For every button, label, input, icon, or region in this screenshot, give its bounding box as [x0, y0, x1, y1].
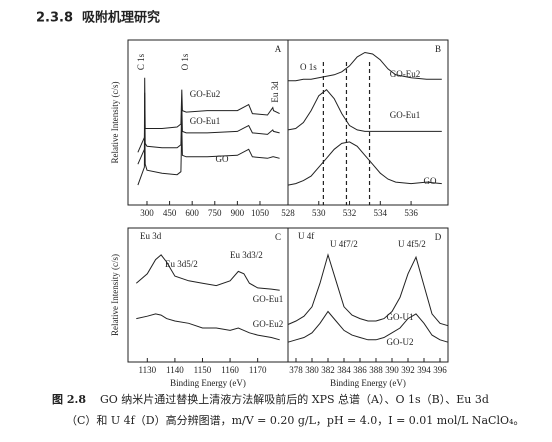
- x-tick-label: 900: [231, 208, 245, 218]
- x-tick-label: 390: [385, 365, 399, 375]
- series-label: GO-Eu2: [190, 89, 221, 99]
- series-label: GO-U1: [387, 312, 414, 322]
- panel-frame: [287, 227, 449, 363]
- series-label: GO-U2: [387, 337, 414, 347]
- spectrum-line: [135, 254, 280, 291]
- peak-annotation: C 1s: [136, 53, 146, 70]
- y-axis-label: Relative Intensity (c/s): [110, 254, 120, 336]
- x-tick-label: 1160: [221, 365, 239, 375]
- x-tick-label: 528: [281, 208, 295, 218]
- x-axis-label: Binding Energy (eV): [170, 378, 246, 388]
- section-title: 吸附机理研究: [82, 10, 160, 26]
- spectrum-line: [287, 141, 442, 186]
- series-label: GO-Eu2: [390, 69, 421, 79]
- peak-annotation: U 4f7/2: [330, 239, 358, 249]
- panel-letter: D: [435, 232, 442, 242]
- spectrum-line: [287, 253, 449, 327]
- x-tick-label: 534: [374, 208, 388, 218]
- peak-annotation: O 1s: [300, 62, 317, 72]
- x-tick-label: 450: [163, 208, 177, 218]
- spectrum-line: [137, 110, 280, 186]
- panel-letter: A: [275, 44, 282, 54]
- x-axis-label: Binding Energy (eV): [330, 378, 406, 388]
- x-tick-label: 1050: [251, 208, 270, 218]
- x-tick-label: 532: [343, 208, 357, 218]
- x-tick-label: 1150: [194, 365, 212, 375]
- x-tick-label: 1170: [249, 365, 267, 375]
- spectrum-line: [287, 89, 442, 132]
- panel-frame: [287, 39, 449, 206]
- x-tick-label: 386: [353, 365, 367, 375]
- x-tick-label: 380: [305, 365, 319, 375]
- spectrum-line: [136, 313, 280, 341]
- peak-annotation: O 1s: [180, 53, 190, 70]
- series-label: GO-Eu1: [190, 116, 221, 126]
- series-label: GO: [424, 176, 437, 186]
- x-tick-label: 1140: [166, 365, 184, 375]
- series-label: GO: [216, 154, 229, 164]
- caption-line: GO 纳米片通过替换上清液方法解吸前后的 XPS 总谱（A）、O 1s（B）、E…: [100, 392, 489, 406]
- x-tick-label: 388: [369, 365, 383, 375]
- y-axis-label: Relative Intensity (c/s): [110, 82, 120, 164]
- peak-annotation: Eu 3d3/2: [230, 250, 263, 260]
- x-tick-label: 392: [401, 365, 415, 375]
- x-tick-label: 384: [337, 365, 351, 375]
- peak-annotation: Eu 3d: [270, 81, 280, 103]
- spectrum-line: [287, 310, 449, 343]
- spectrum-line: [288, 51, 442, 82]
- caption-line: （C）和 U 4f（D）高分辨图谱，m/V = 0.20 g/L，pH = 4.…: [66, 413, 524, 427]
- x-tick-label: 396: [433, 365, 447, 375]
- x-tick-label: 394: [417, 365, 431, 375]
- peak-annotation: U 4f5/2: [398, 239, 426, 249]
- caption-label: 图 2.8: [52, 393, 86, 406]
- x-tick-label: 382: [321, 365, 335, 375]
- x-tick-label: 300: [140, 208, 154, 218]
- x-tick-label: 536: [404, 208, 418, 218]
- panel-letter: B: [435, 44, 441, 54]
- peak-annotation: Eu 3d: [140, 231, 162, 241]
- peak-annotation: U 4f: [298, 231, 314, 241]
- panel-letter: C: [275, 232, 281, 242]
- peak-annotation: Eu 3d5/2: [165, 259, 198, 269]
- x-tick-label: 1130: [138, 365, 156, 375]
- series-label: GO-Eu2: [253, 319, 284, 329]
- x-tick-label: 600: [185, 208, 199, 218]
- x-tick-label: 378: [289, 365, 303, 375]
- section-number: 2.3.8: [36, 11, 73, 26]
- x-tick-label: 750: [208, 208, 222, 218]
- series-label: GO-Eu1: [253, 294, 284, 304]
- series-label: GO-Eu1: [390, 110, 421, 120]
- x-tick-label: 530: [312, 208, 326, 218]
